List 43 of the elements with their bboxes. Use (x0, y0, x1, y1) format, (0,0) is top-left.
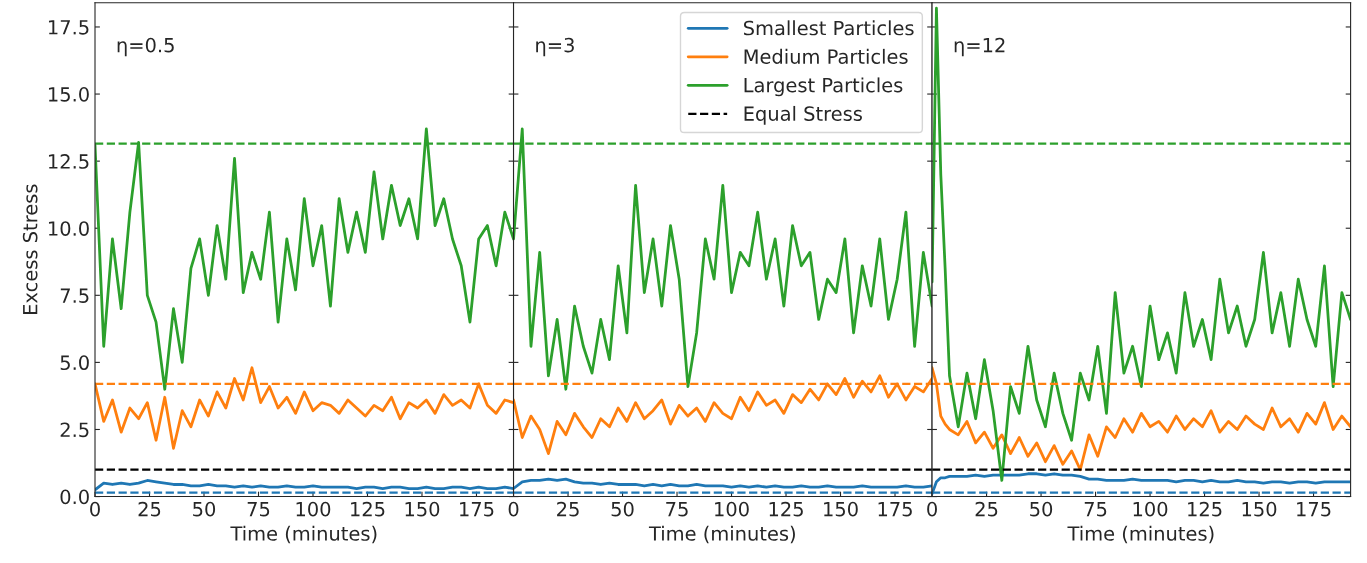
x-tick-label: 150 (1242, 501, 1277, 517)
x-tick-label: 125 (769, 501, 803, 517)
x-axis-title: Time (minutes) (648, 525, 795, 544)
x-tick-label: 0 (90, 501, 100, 517)
x-tick-label: 25 (975, 501, 998, 517)
x-tick-label: 75 (247, 502, 270, 517)
legend-label: Smallest Particles (743, 20, 914, 36)
x-tick-label: 0 (927, 501, 937, 517)
y-tick-label: 7.5 (60, 288, 89, 303)
y-tick-label: 0.0 (60, 489, 89, 505)
x-tick-label: 125 (1188, 501, 1222, 517)
x-axis-title: Time (minutes) (230, 525, 377, 544)
y-tick-label: 2.5 (60, 422, 89, 438)
y-axis-title: Excess Stress (22, 184, 38, 314)
y-tick-label: 17.5 (48, 20, 89, 35)
x-axis-title: Time (minutes) (1067, 525, 1214, 544)
x-tick-label: 150 (824, 501, 858, 517)
annotation: η=0.5 (117, 37, 174, 57)
y-tick-label: 15.0 (48, 87, 89, 102)
annotation: η=3 (536, 37, 574, 57)
x-tick-label: 175 (460, 502, 494, 517)
x-tick-label: 50 (193, 501, 216, 517)
x-tick-label: 0 (508, 501, 519, 517)
x-tick-label: 25 (557, 501, 579, 517)
legend-label: Medium Particles (744, 48, 908, 64)
y-tick-label: 10.0 (48, 221, 89, 236)
x-tick-label: 25 (138, 501, 161, 517)
x-tick-label: 75 (1084, 502, 1107, 517)
x-tick-label: 125 (351, 501, 385, 517)
x-tick-label: 75 (666, 502, 688, 517)
x-tick-label: 150 (405, 501, 440, 517)
y-tick-label: 12.5 (48, 154, 89, 169)
y-tick-label: 5.0 (60, 355, 89, 371)
legend-label: Equal Stress (744, 105, 862, 125)
x-tick-label: 100 (1133, 501, 1168, 517)
legend-label: Largest Particles (744, 77, 903, 97)
x-tick-label: 100 (715, 501, 749, 517)
annotation: η=12 (954, 37, 1005, 57)
x-tick-label: 100 (296, 501, 331, 517)
x-tick-label: 50 (1030, 501, 1053, 517)
x-tick-label: 175 (878, 502, 912, 517)
x-tick-label: 175 (1297, 502, 1331, 517)
x-tick-label: 50 (611, 501, 634, 517)
